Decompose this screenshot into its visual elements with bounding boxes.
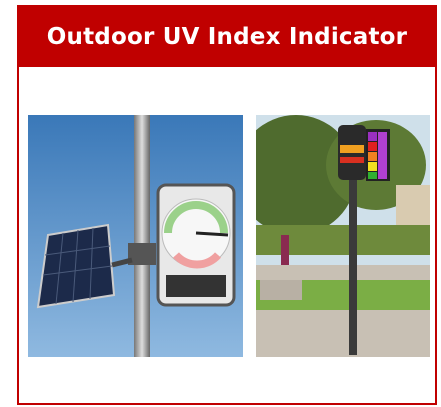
- photo-uv-post: [256, 115, 430, 357]
- page: Outdoor UV Index Indicator: [0, 0, 441, 407]
- title: Outdoor UV Index Indicator: [47, 24, 407, 50]
- photo-solar-uv-meter: [28, 115, 243, 357]
- header: Outdoor UV Index Indicator: [19, 7, 435, 67]
- card: Outdoor UV Index Indicator: [17, 5, 437, 405]
